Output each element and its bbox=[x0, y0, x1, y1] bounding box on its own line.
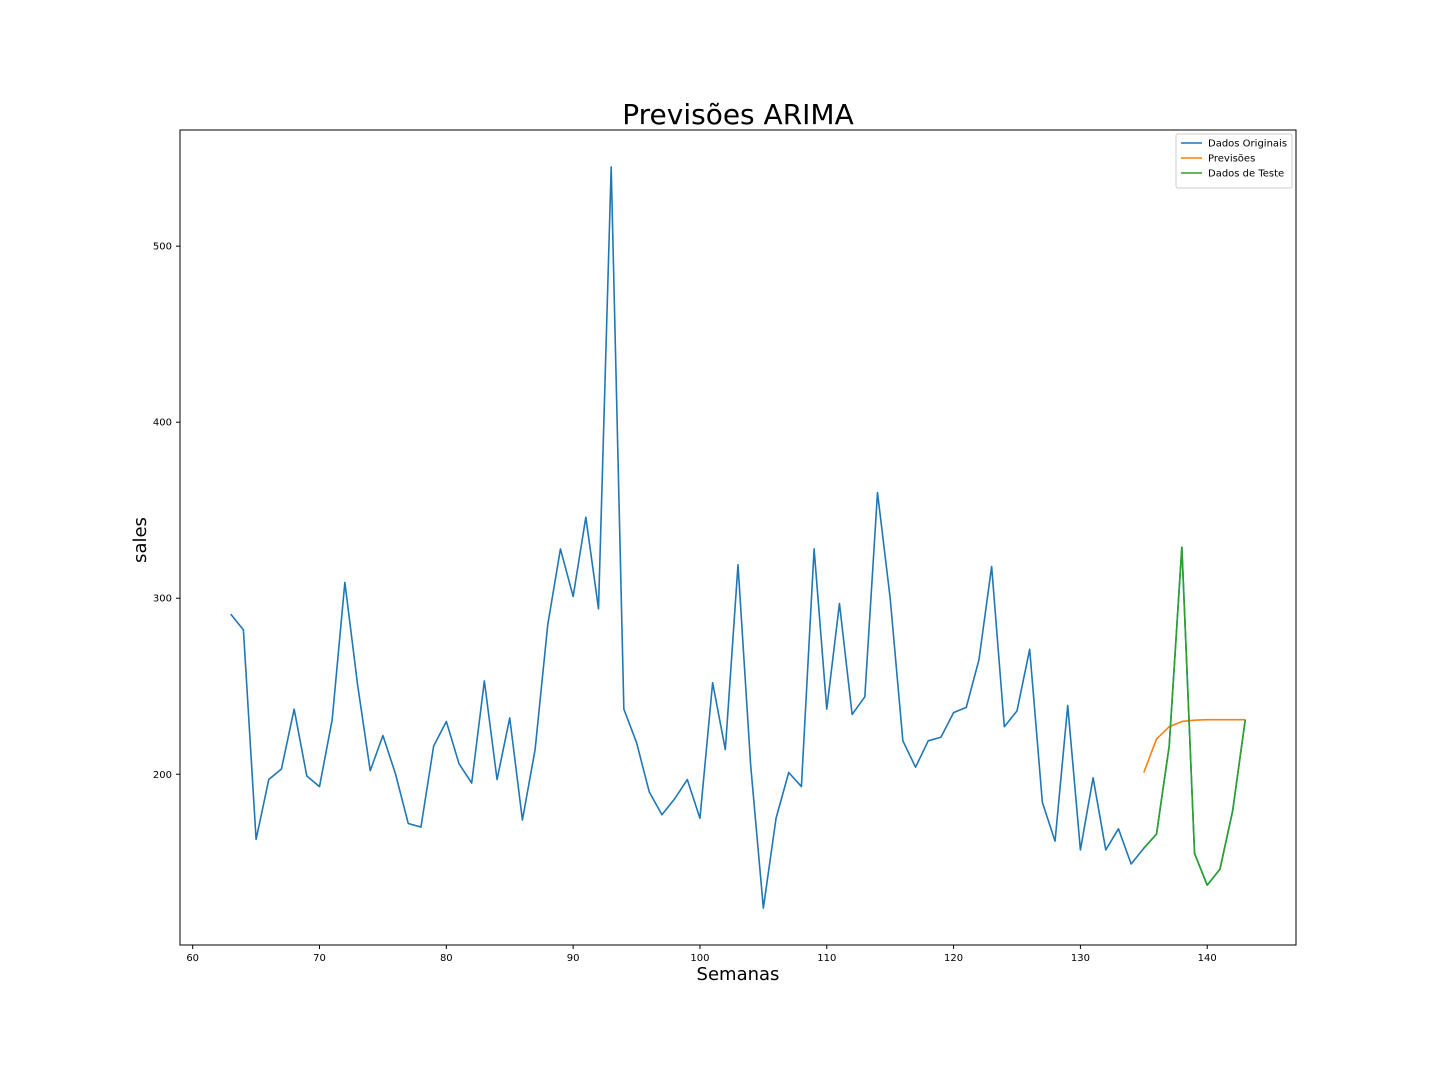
series-line-0 bbox=[230, 166, 1247, 909]
chart-title: Previsões ARIMA bbox=[622, 98, 853, 131]
x-tick-label: 110 bbox=[817, 953, 836, 964]
y-tick-label: 200 bbox=[153, 770, 172, 781]
y-tick-label: 400 bbox=[153, 418, 172, 429]
legend-box bbox=[1175, 133, 1293, 189]
y-axis-ticks: 200 300 400 500 bbox=[153, 242, 180, 781]
x-tick-label: 130 bbox=[1071, 953, 1090, 964]
plot-area-frame bbox=[179, 129, 1297, 946]
x-axis-label: Semanas bbox=[697, 964, 780, 985]
x-tick-label: 140 bbox=[1198, 953, 1217, 964]
series-line-2 bbox=[1143, 546, 1247, 886]
x-tick-label: 120 bbox=[944, 953, 963, 964]
y-tick-label: 500 bbox=[153, 242, 172, 253]
y-axis-label: sales bbox=[130, 517, 151, 563]
x-tick-label: 100 bbox=[690, 953, 709, 964]
series-line-1 bbox=[1143, 718, 1246, 773]
chart-legend: Dados Originais Previsões Dados de Teste bbox=[1175, 133, 1293, 189]
series-layer bbox=[230, 166, 1247, 909]
x-axis-ticks: 60 70 80 90 100 110 120 130 140 bbox=[186, 945, 1217, 964]
legend-label-2: Dados de Teste bbox=[1208, 169, 1284, 180]
x-tick-label: 80 bbox=[440, 953, 453, 964]
y-tick-label: 300 bbox=[153, 594, 172, 605]
legend-label-0: Dados Originais bbox=[1208, 139, 1287, 150]
legend-label-1: Previsões bbox=[1208, 154, 1255, 165]
x-tick-label: 90 bbox=[567, 953, 580, 964]
x-tick-label: 60 bbox=[186, 953, 199, 964]
x-tick-label: 70 bbox=[313, 953, 326, 964]
